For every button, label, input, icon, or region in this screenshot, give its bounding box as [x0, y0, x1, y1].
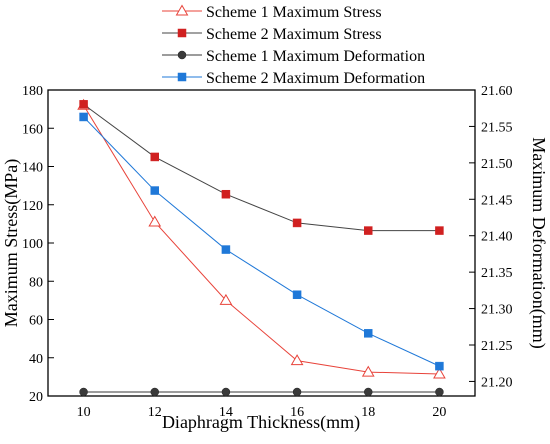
axis-ticks: 10 12 14 16 18 20 20 40 60 80 100 120 140 160 180 21.20…: [22, 84, 513, 420]
y2-tick-label: 21.60: [481, 84, 513, 99]
y-tick-label: 100: [22, 237, 43, 252]
data-point: [79, 100, 88, 109]
data-point: [79, 387, 88, 397]
y-tick-label: 40: [29, 352, 43, 367]
data-point: [150, 152, 159, 162]
legend-marker: [175, 4, 189, 16]
y2-tick-label: 21.40: [481, 230, 513, 245]
legend-marker: [177, 72, 187, 82]
legend-item: Scheme 1 Maximum Deformation: [162, 48, 425, 65]
y-tick-label: 20: [29, 390, 43, 405]
y2-axis-label: Maximum Deformation(mm): [528, 137, 549, 348]
y2-tick-label: 21.20: [481, 375, 513, 390]
data-point: [435, 361, 444, 371]
data-point: [364, 329, 373, 338]
data-point: [221, 387, 231, 397]
y2-tick-label: 21.45: [481, 193, 513, 208]
series-line: [83, 105, 440, 375]
series-layer: [77, 98, 446, 397]
legend-label: Scheme 1 Maximum Stress: [206, 4, 382, 21]
legend-item: Scheme 1 Maximum Stress: [162, 4, 382, 21]
data-point: [221, 189, 231, 199]
y-tick-label: 180: [22, 84, 43, 99]
series-line: [83, 103, 440, 232]
y-tick-label: 60: [29, 314, 43, 329]
series-2: [79, 100, 444, 235]
data-point: [292, 218, 302, 228]
data-point: [364, 387, 373, 397]
legend-label: Scheme 1 Maximum Deformation: [206, 48, 425, 65]
y-tick-label: 140: [22, 161, 43, 176]
legend-item: Scheme 2 Maximum Deformation: [162, 70, 425, 87]
data-point: [148, 215, 162, 227]
data-point: [435, 387, 444, 397]
data-point: [433, 367, 446, 379]
y-tick-label: 120: [22, 199, 43, 214]
data-point: [435, 226, 444, 235]
data-point: [292, 387, 302, 397]
data-point: [290, 354, 304, 366]
y-tick-label: 160: [22, 122, 43, 137]
legend-item: Scheme 2 Maximum Stress: [162, 26, 382, 43]
x-tick-label: 14: [219, 405, 233, 420]
data-point: [79, 112, 88, 122]
series-4: [79, 112, 444, 371]
x-tick-label: 20: [432, 405, 446, 420]
x-axis-label: Diaphragm Thickness(mm): [162, 412, 360, 433]
legend-label: Scheme 2 Maximum Stress: [206, 26, 382, 43]
x-tick-label: 12: [148, 405, 162, 420]
y2-tick-label: 21.30: [481, 303, 513, 318]
series-line: [83, 116, 440, 367]
y-tick-label: 80: [29, 275, 43, 290]
legend: Scheme 1 Maximum Stress Scheme 2 Maximum …: [162, 4, 425, 87]
x-tick-label: 16: [290, 405, 304, 420]
legend-label: Scheme 2 Maximum Deformation: [206, 70, 425, 87]
data-point: [221, 245, 231, 254]
x-tick-label: 18: [361, 405, 375, 420]
y-axis-label: Maximum Stress(MPa): [1, 159, 22, 328]
legend-marker: [177, 28, 187, 38]
y2-tick-label: 21.55: [481, 120, 513, 135]
x-tick-label: 10: [77, 405, 91, 420]
legend-marker: [177, 50, 187, 60]
data-point: [361, 365, 375, 377]
plot-frame: [47, 89, 476, 397]
data-point: [150, 186, 159, 195]
series-3: [79, 387, 444, 397]
y2-tick-label: 21.50: [481, 157, 513, 172]
data-point: [364, 226, 373, 235]
y2-tick-label: 21.25: [481, 339, 513, 354]
data-point: [292, 290, 302, 299]
data-point: [219, 293, 233, 305]
data-point: [150, 387, 159, 397]
y2-tick-label: 21.35: [481, 266, 513, 281]
